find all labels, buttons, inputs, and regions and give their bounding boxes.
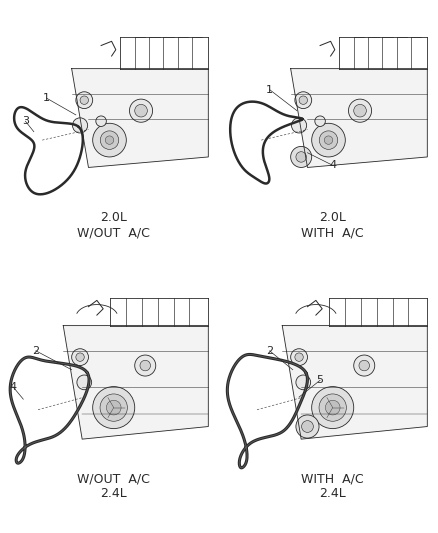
Circle shape xyxy=(93,123,126,157)
Circle shape xyxy=(135,104,147,117)
Circle shape xyxy=(76,353,84,361)
Text: 3: 3 xyxy=(22,116,29,126)
Circle shape xyxy=(295,92,312,109)
Text: 2: 2 xyxy=(32,346,39,356)
Circle shape xyxy=(319,394,346,421)
Text: WITH  A/C: WITH A/C xyxy=(301,226,364,239)
Circle shape xyxy=(96,116,106,126)
Polygon shape xyxy=(282,326,427,439)
Circle shape xyxy=(77,375,92,390)
Circle shape xyxy=(302,421,313,432)
Circle shape xyxy=(325,400,340,415)
Circle shape xyxy=(140,360,151,371)
Text: 1: 1 xyxy=(43,93,50,103)
Text: WITH  A/C: WITH A/C xyxy=(301,473,364,486)
Circle shape xyxy=(315,116,325,126)
Text: 2.0L: 2.0L xyxy=(100,212,127,224)
Circle shape xyxy=(105,136,114,144)
Circle shape xyxy=(324,136,333,144)
Circle shape xyxy=(295,353,303,361)
Circle shape xyxy=(312,123,345,157)
Circle shape xyxy=(76,92,93,109)
Circle shape xyxy=(135,355,156,376)
Circle shape xyxy=(296,152,307,162)
Text: 2.0L: 2.0L xyxy=(319,212,346,224)
Text: 2: 2 xyxy=(266,346,273,356)
Polygon shape xyxy=(291,69,427,167)
Polygon shape xyxy=(72,69,208,167)
Circle shape xyxy=(312,386,354,429)
Circle shape xyxy=(299,96,307,104)
Circle shape xyxy=(291,147,312,167)
Circle shape xyxy=(93,386,135,429)
Circle shape xyxy=(100,131,119,149)
Circle shape xyxy=(291,349,307,366)
Circle shape xyxy=(106,400,121,415)
Circle shape xyxy=(296,375,311,390)
Circle shape xyxy=(292,118,307,133)
Text: 1: 1 xyxy=(266,85,273,95)
Text: 5: 5 xyxy=(317,375,324,385)
Text: 2.4L: 2.4L xyxy=(100,487,127,500)
Circle shape xyxy=(72,349,88,366)
Text: 4: 4 xyxy=(9,382,16,392)
Text: W/OUT  A/C: W/OUT A/C xyxy=(77,226,150,239)
Circle shape xyxy=(80,96,88,104)
Circle shape xyxy=(100,394,127,421)
Text: 4: 4 xyxy=(329,160,336,171)
Circle shape xyxy=(354,104,366,117)
Circle shape xyxy=(319,131,338,149)
Text: 2.4L: 2.4L xyxy=(319,487,346,500)
Text: W/OUT  A/C: W/OUT A/C xyxy=(77,473,150,486)
Polygon shape xyxy=(63,326,208,439)
Circle shape xyxy=(359,360,370,371)
Circle shape xyxy=(354,355,375,376)
Circle shape xyxy=(73,118,88,133)
Circle shape xyxy=(349,99,371,122)
Circle shape xyxy=(130,99,152,122)
Circle shape xyxy=(296,415,319,438)
